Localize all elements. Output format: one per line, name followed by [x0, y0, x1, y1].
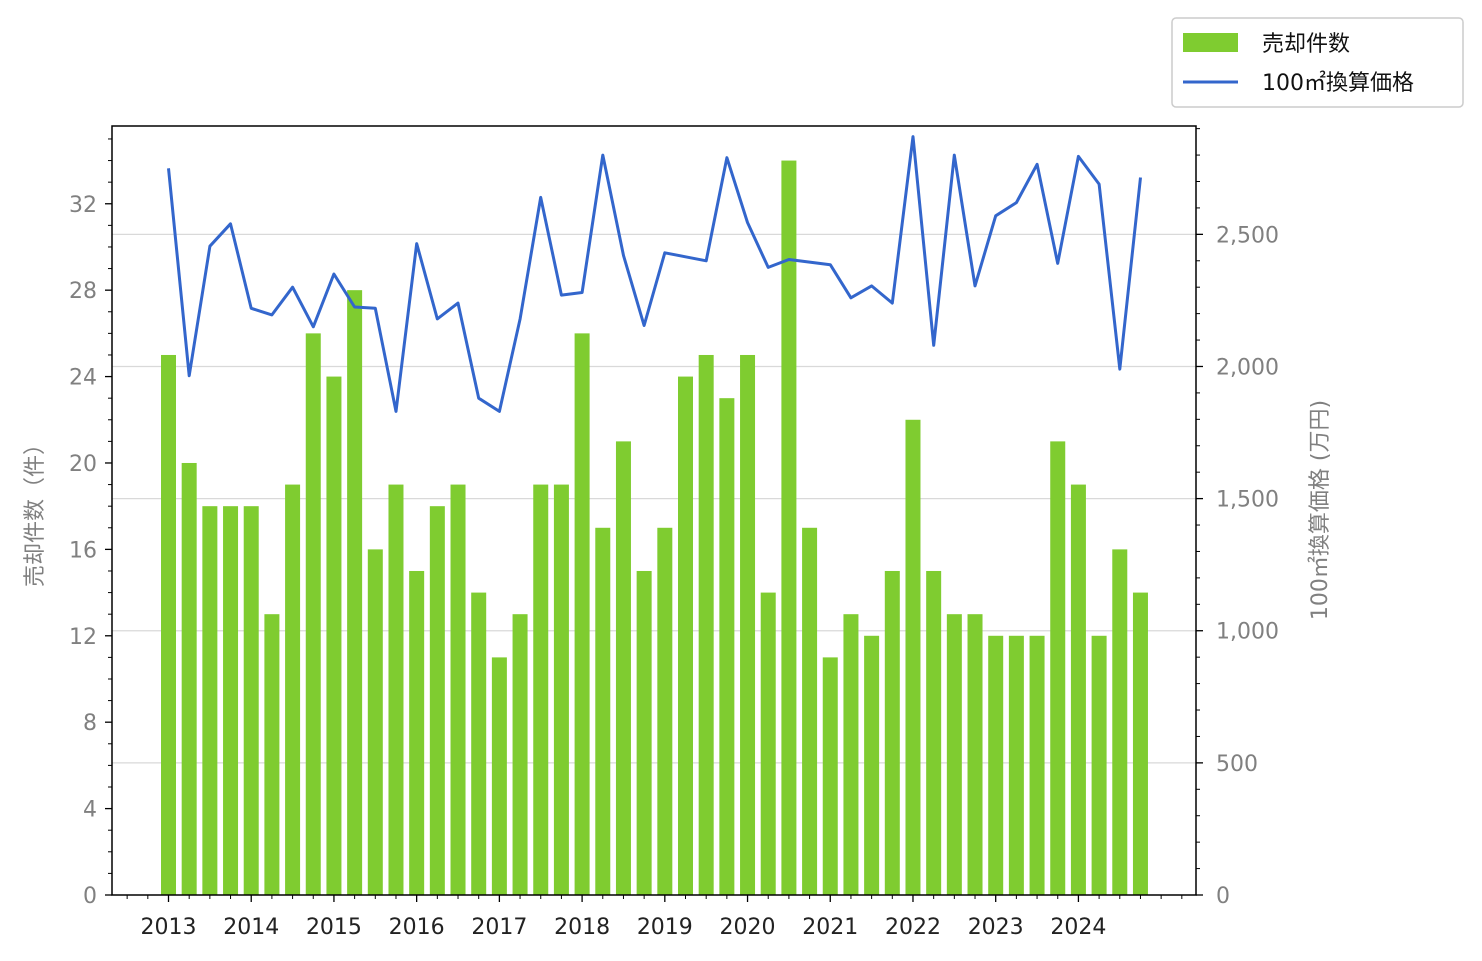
bar: [636, 570, 652, 895]
x-tick-label: 2017: [471, 915, 527, 940]
bar: [719, 398, 735, 895]
left-tick-label: 16: [69, 538, 97, 563]
bar: [760, 592, 776, 895]
right-tick-label: 500: [1216, 752, 1258, 777]
x-tick-label: 2021: [802, 915, 858, 940]
bar: [802, 527, 818, 895]
bar: [884, 570, 900, 895]
right-tick-label: 1,500: [1216, 488, 1279, 513]
bar: [657, 527, 673, 895]
bar: [285, 484, 301, 895]
left-tick-label: 28: [69, 279, 97, 304]
legend-label-line: 100㎡換算価格: [1262, 70, 1414, 96]
bar: [1050, 441, 1066, 895]
x-tick-label: 2013: [141, 915, 197, 940]
bar: [698, 354, 714, 895]
legend-label-bar: 売却件数: [1262, 32, 1350, 57]
line-series: [167, 135, 1142, 413]
legend-box: [1171, 17, 1464, 108]
bar: [1132, 592, 1148, 895]
x-tick-label: 2022: [885, 915, 941, 940]
bar: [905, 419, 921, 895]
right-tick-label: 2,500: [1216, 223, 1279, 248]
x-tick-label: 2024: [1050, 915, 1106, 940]
bar: [367, 549, 383, 895]
bar: [926, 570, 942, 895]
left-tick-label: 32: [69, 193, 97, 218]
bar: [491, 657, 507, 895]
right-axis-title: 100㎡換算価格 (万円): [1307, 400, 1333, 620]
bar: [202, 506, 218, 895]
bar: [1091, 635, 1107, 895]
bar: [388, 484, 404, 895]
bar: [305, 333, 321, 895]
x-tick-label: 2015: [306, 915, 362, 940]
x-tick-label: 2023: [968, 915, 1024, 940]
bar: [574, 333, 590, 895]
series-line: [167, 135, 1142, 413]
bar: [946, 614, 962, 895]
bar: [781, 160, 797, 896]
left-tick-label: 4: [83, 798, 97, 823]
bar: [967, 614, 983, 895]
bar: [678, 376, 693, 896]
left-tick-label: 24: [69, 366, 97, 391]
right-axis: 0 500 1,000 1,500 2,000 2,500: [1196, 128, 1279, 909]
left-axis-title: 売却件数（件）: [23, 433, 48, 587]
bar: [347, 290, 363, 895]
bar: [843, 614, 859, 895]
plot-frame: [111, 125, 1197, 896]
x-tick-label: 2014: [223, 915, 279, 940]
left-axis: 0 4 8 12 16 20 24 28 32: [69, 138, 112, 909]
left-tick-label: 0: [83, 884, 97, 909]
bar: [595, 527, 611, 895]
left-tick-label: 20: [69, 452, 97, 477]
bar-series: [161, 160, 1148, 896]
bar: [740, 354, 756, 895]
bar: [615, 441, 631, 895]
right-tick-label: 1,000: [1216, 620, 1279, 645]
bar: [409, 570, 425, 895]
bar: [429, 506, 445, 895]
left-tick-label: 12: [69, 625, 97, 650]
right-tick-label: 0: [1216, 884, 1230, 909]
bar: [264, 614, 280, 895]
x-tick-label: 2020: [720, 915, 776, 940]
bar: [471, 592, 487, 895]
legend: 売却件数 100㎡換算価格: [1171, 17, 1464, 108]
bar: [1029, 635, 1045, 895]
right-tick-label: 2,000: [1216, 355, 1279, 380]
bar: [1112, 549, 1128, 895]
bar: [512, 614, 528, 895]
bar: [223, 506, 239, 895]
x-tick-label: 2019: [637, 915, 693, 940]
bar: [181, 462, 197, 895]
x-axis: 2013 2014 2015 2016 2017 2018 2019 2020 2021 2022…: [126, 895, 1183, 940]
bar: [243, 506, 259, 895]
legend-swatch-bar: [1183, 33, 1238, 52]
bar: [553, 484, 569, 895]
bar: [864, 635, 880, 895]
bar: [326, 376, 342, 896]
bar: [822, 657, 838, 895]
bar: [533, 484, 549, 895]
left-tick-label: 8: [83, 711, 97, 736]
x-tick-label: 2018: [554, 915, 610, 940]
bar: [161, 354, 176, 895]
bar: [450, 484, 466, 895]
x-tick-label: 2016: [389, 915, 445, 940]
bar: [1070, 484, 1086, 895]
bar: [988, 635, 1004, 895]
bar: [1008, 635, 1024, 895]
